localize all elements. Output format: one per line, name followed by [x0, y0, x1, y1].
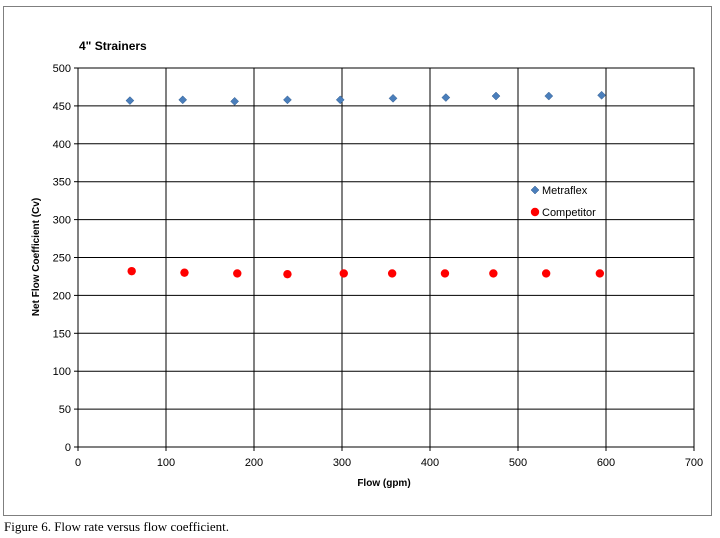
- x-axis-label: Flow (gpm): [357, 478, 410, 489]
- x-tick-label: 100: [157, 457, 175, 469]
- legend: Metraflex Competitor: [530, 185, 596, 219]
- x-tick-label: 300: [333, 457, 351, 469]
- legend-label-competitor: Competitor: [542, 207, 596, 219]
- y-axis-label: Net Flow Coefficient (Cv): [31, 198, 42, 316]
- y-tick-label: 100: [53, 366, 71, 378]
- gridlines: [77, 67, 695, 448]
- metraflex-point: [178, 95, 188, 105]
- scatter-chart: 4" Strainers 0 50 100 150 200 250 300 350 400 450…: [31, 39, 704, 489]
- metraflex-point: [388, 93, 398, 103]
- metraflex-point: [283, 95, 292, 105]
- x-tick-label: 200: [245, 457, 263, 469]
- tick-labels: 0 50 100 150 200 250 300 350 400 450 500 0 100 200 300…: [53, 63, 704, 469]
- competitor-point: [180, 268, 189, 277]
- metraflex-point: [441, 93, 451, 102]
- y-tick-label: 400: [53, 139, 71, 151]
- chart-title: 4" Strainers: [79, 39, 147, 53]
- x-tick-label: 600: [597, 457, 615, 469]
- competitor-point: [127, 266, 136, 276]
- y-tick-label: 300: [53, 215, 71, 227]
- competitor-point: [233, 269, 242, 278]
- y-tick-label: 350: [53, 177, 71, 189]
- y-tick-label: 450: [53, 101, 71, 113]
- legend-label-metraflex: Metraflex: [542, 185, 588, 197]
- y-tick-label: 500: [53, 63, 71, 75]
- y-tick-label: 0: [65, 442, 71, 454]
- x-tick-label: 400: [421, 457, 439, 469]
- x-tick-label: 700: [685, 457, 703, 469]
- y-tick-label: 250: [53, 253, 71, 265]
- figure-caption: Figure 6. Flow rate versus flow coeffici…: [4, 519, 230, 534]
- y-tick-label: 50: [59, 404, 71, 416]
- metraflex-point: [544, 91, 554, 101]
- legend-marker-competitor: [530, 207, 540, 217]
- metraflex-point: [491, 91, 501, 101]
- data-points: [125, 90, 606, 279]
- competitor-point: [387, 269, 397, 278]
- y-tick-label: 150: [53, 328, 71, 340]
- metraflex-point: [597, 90, 606, 100]
- metraflex-point: [335, 95, 345, 105]
- x-tick-label: 500: [509, 457, 527, 469]
- competitor-point: [595, 269, 605, 278]
- metraflex-point: [230, 96, 239, 106]
- x-tick-label: 0: [75, 457, 81, 469]
- competitor-point: [283, 269, 292, 279]
- chart-frame: [3, 6, 712, 516]
- competitor-point: [489, 269, 498, 278]
- competitor-point: [440, 269, 450, 278]
- competitor-point: [339, 269, 348, 278]
- y-tick-label: 200: [53, 290, 71, 302]
- competitor-point: [541, 269, 551, 278]
- legend-marker-metraflex: [530, 185, 540, 195]
- metraflex-point: [125, 96, 135, 105]
